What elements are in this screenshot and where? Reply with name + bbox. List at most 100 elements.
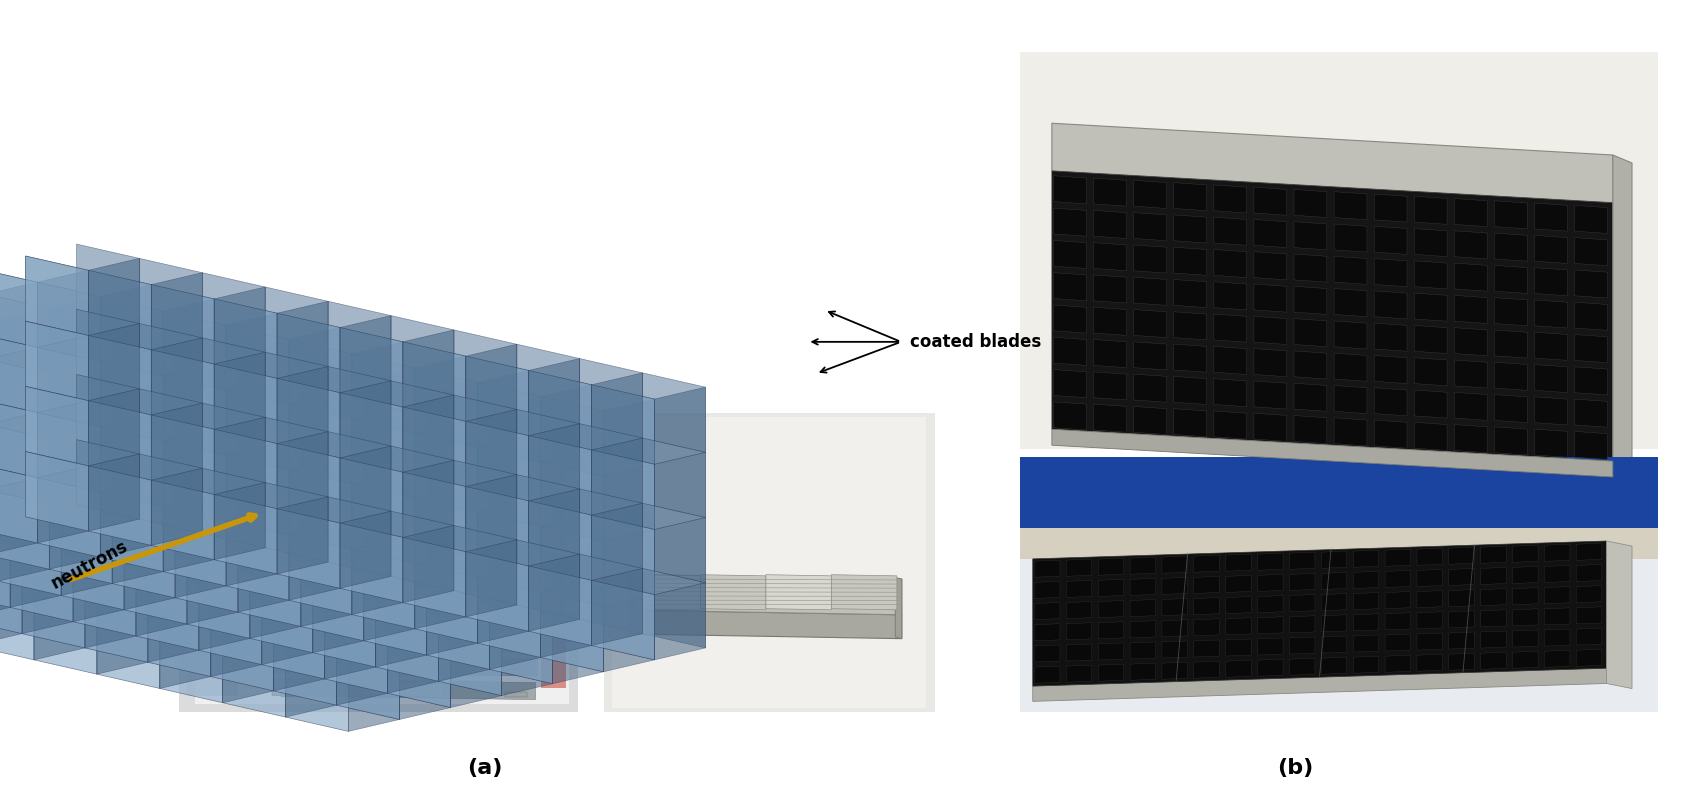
Polygon shape <box>1481 568 1506 584</box>
Polygon shape <box>325 614 388 693</box>
Polygon shape <box>34 529 97 609</box>
Polygon shape <box>364 564 415 641</box>
Polygon shape <box>1513 588 1538 605</box>
Polygon shape <box>160 493 223 572</box>
Polygon shape <box>1258 617 1284 634</box>
Polygon shape <box>490 409 552 488</box>
Polygon shape <box>391 381 454 460</box>
Polygon shape <box>61 530 124 610</box>
Polygon shape <box>0 359 49 439</box>
Polygon shape <box>325 602 376 679</box>
Polygon shape <box>262 522 313 599</box>
Polygon shape <box>0 451 61 530</box>
Polygon shape <box>478 513 541 592</box>
Polygon shape <box>238 470 289 547</box>
Polygon shape <box>0 374 49 451</box>
Polygon shape <box>1494 201 1527 229</box>
Polygon shape <box>490 604 552 684</box>
Polygon shape <box>337 432 388 510</box>
Polygon shape <box>10 412 73 491</box>
Polygon shape <box>1289 658 1316 675</box>
Polygon shape <box>0 568 22 646</box>
Polygon shape <box>26 256 88 335</box>
Polygon shape <box>340 393 403 472</box>
Polygon shape <box>61 323 112 400</box>
Polygon shape <box>226 313 277 390</box>
Polygon shape <box>250 508 313 588</box>
Polygon shape <box>265 417 328 497</box>
Polygon shape <box>202 338 265 417</box>
Polygon shape <box>529 566 592 646</box>
Polygon shape <box>604 595 654 672</box>
Polygon shape <box>340 511 391 588</box>
Polygon shape <box>265 632 539 653</box>
Polygon shape <box>1414 261 1447 289</box>
Polygon shape <box>1258 574 1284 591</box>
Polygon shape <box>148 455 199 532</box>
Polygon shape <box>61 465 124 545</box>
Polygon shape <box>0 373 22 450</box>
Polygon shape <box>163 441 226 521</box>
Polygon shape <box>49 427 100 504</box>
Polygon shape <box>1574 205 1608 234</box>
Polygon shape <box>160 611 211 688</box>
Polygon shape <box>403 342 466 421</box>
Polygon shape <box>0 308 49 386</box>
Polygon shape <box>0 450 34 529</box>
Polygon shape <box>364 510 427 590</box>
Polygon shape <box>163 506 226 586</box>
Polygon shape <box>0 359 22 438</box>
Polygon shape <box>274 430 337 510</box>
Polygon shape <box>592 385 654 464</box>
Polygon shape <box>1034 666 1059 683</box>
Polygon shape <box>337 628 388 705</box>
Polygon shape <box>1255 219 1287 247</box>
Polygon shape <box>427 394 490 474</box>
Polygon shape <box>1098 600 1124 618</box>
Polygon shape <box>439 474 490 551</box>
Polygon shape <box>136 571 199 650</box>
Polygon shape <box>265 483 328 562</box>
Polygon shape <box>1066 644 1091 661</box>
Polygon shape <box>301 419 352 496</box>
Polygon shape <box>1294 416 1328 444</box>
Polygon shape <box>1544 565 1571 583</box>
Polygon shape <box>654 583 706 660</box>
Polygon shape <box>49 439 112 518</box>
Bar <box>515 552 537 556</box>
Polygon shape <box>466 356 529 436</box>
Polygon shape <box>214 494 277 574</box>
Polygon shape <box>139 324 202 403</box>
Polygon shape <box>1066 602 1091 619</box>
Polygon shape <box>1454 231 1488 259</box>
Polygon shape <box>226 325 289 405</box>
Polygon shape <box>1414 325 1447 354</box>
Polygon shape <box>226 378 277 456</box>
Bar <box>196 417 570 704</box>
Polygon shape <box>187 559 250 638</box>
Polygon shape <box>37 478 100 557</box>
Polygon shape <box>1448 632 1474 649</box>
Polygon shape <box>478 448 541 527</box>
Polygon shape <box>1481 546 1506 564</box>
Polygon shape <box>313 457 376 537</box>
Bar <box>250 481 272 486</box>
Polygon shape <box>362 657 444 673</box>
Polygon shape <box>148 467 211 546</box>
Polygon shape <box>277 497 328 574</box>
Polygon shape <box>124 545 187 624</box>
Polygon shape <box>238 339 289 417</box>
Polygon shape <box>1334 192 1367 219</box>
Polygon shape <box>0 463 10 542</box>
Polygon shape <box>654 518 706 595</box>
Polygon shape <box>1574 432 1608 460</box>
Polygon shape <box>88 335 151 415</box>
Polygon shape <box>49 308 112 388</box>
Polygon shape <box>61 400 124 479</box>
Polygon shape <box>286 575 337 652</box>
Polygon shape <box>10 530 61 607</box>
Polygon shape <box>439 616 502 696</box>
Polygon shape <box>88 401 151 480</box>
Polygon shape <box>301 366 364 445</box>
Polygon shape <box>541 527 604 607</box>
